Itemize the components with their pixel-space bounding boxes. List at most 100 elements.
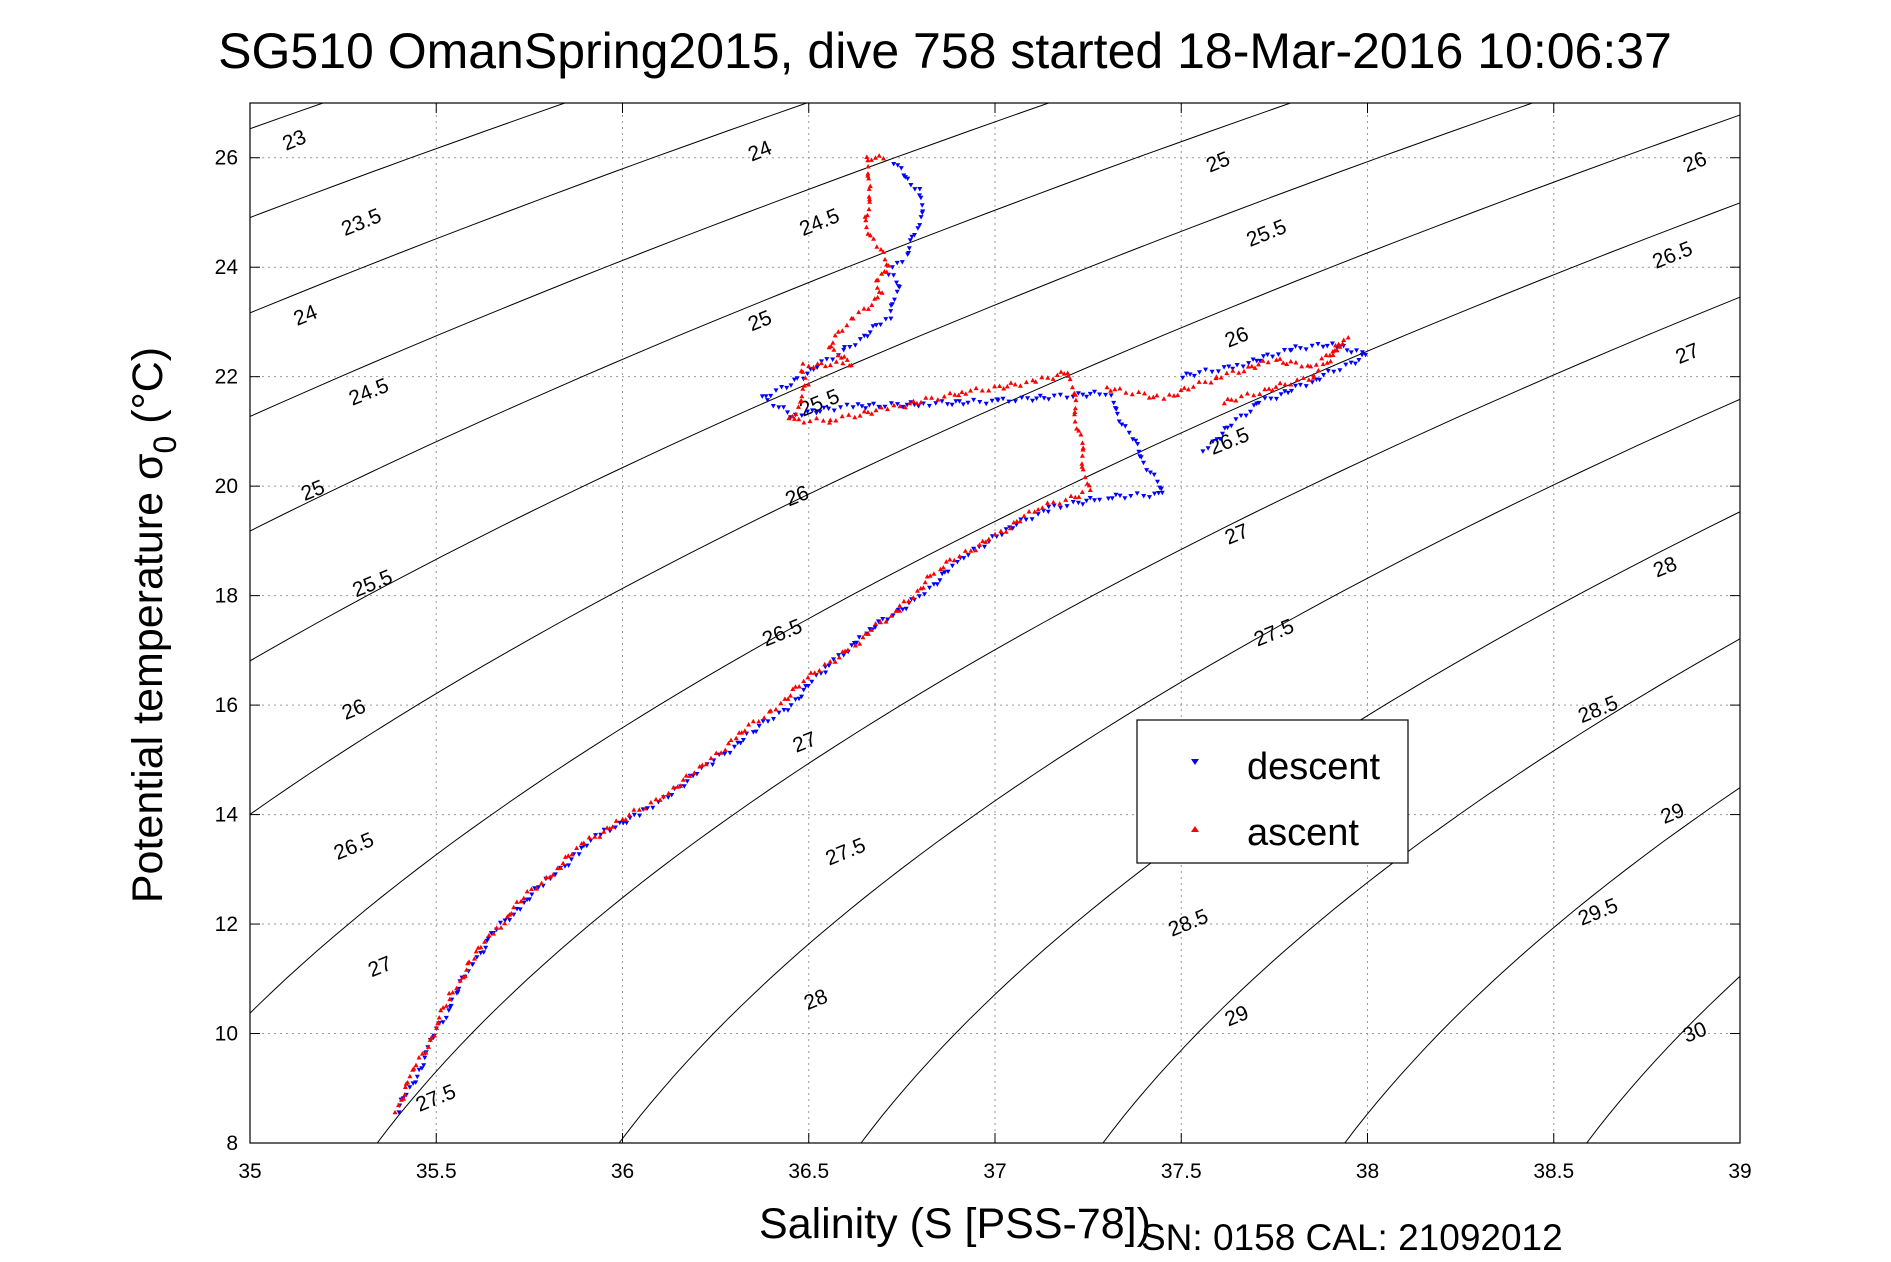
ascent-marker xyxy=(434,1025,440,1030)
descent-marker xyxy=(799,413,805,418)
ascent-marker xyxy=(1023,379,1029,385)
ascent-marker xyxy=(857,641,863,646)
descent-marker xyxy=(1058,505,1063,511)
descent-marker xyxy=(1197,370,1202,375)
ascent-marker xyxy=(508,911,514,916)
ascent-marker xyxy=(626,812,632,817)
descent-marker xyxy=(1084,498,1089,504)
ascent-marker xyxy=(832,332,838,338)
descent-marker xyxy=(756,724,762,729)
ascent-marker xyxy=(788,693,793,698)
descent-marker xyxy=(885,617,891,622)
ascent-marker xyxy=(1050,499,1056,505)
ascent-marker xyxy=(1333,342,1338,348)
ascent-marker xyxy=(1306,377,1312,382)
descent-marker xyxy=(836,653,842,658)
descent-marker xyxy=(1051,503,1057,508)
descent-marker xyxy=(949,402,955,408)
descent-marker xyxy=(1144,468,1150,473)
descent-marker xyxy=(627,815,633,821)
descent-marker xyxy=(831,657,836,662)
descent-marker xyxy=(593,833,598,838)
x-tick-label: 37.5 xyxy=(1161,1160,1202,1183)
ascent-marker xyxy=(1080,440,1085,445)
descent-marker xyxy=(765,719,771,724)
ascent-marker xyxy=(653,796,659,802)
descent-marker xyxy=(919,203,925,208)
descent-marker xyxy=(1034,396,1040,401)
ascent-marker xyxy=(423,1050,429,1055)
descent-marker xyxy=(1023,517,1029,523)
descent-marker xyxy=(483,945,489,951)
descent-marker xyxy=(1356,358,1362,363)
ascent-marker xyxy=(839,328,845,333)
ascent-marker xyxy=(432,1033,438,1038)
ascent-marker xyxy=(539,880,545,886)
ascent-marker xyxy=(863,217,869,223)
ascent-marker xyxy=(865,164,871,169)
descent-marker xyxy=(961,556,967,561)
ascent-marker xyxy=(811,364,816,370)
chart-title: SG510 OmanSpring2015, dive 758 started 1… xyxy=(218,23,1672,79)
ascent-marker xyxy=(680,777,686,782)
data-series xyxy=(392,153,1369,1115)
ascent-marker xyxy=(1313,362,1319,367)
descent-marker xyxy=(1037,393,1043,399)
ascent-marker xyxy=(980,538,986,544)
ascent-marker xyxy=(466,959,472,964)
ascent-marker xyxy=(742,728,748,733)
descent-marker xyxy=(999,532,1005,538)
ascent-marker xyxy=(1045,500,1050,505)
ascent-marker xyxy=(660,793,666,799)
legend-descent-label: descent xyxy=(1247,746,1381,788)
descent-marker xyxy=(419,1066,425,1071)
ascent-marker xyxy=(569,851,575,857)
ascent-marker xyxy=(574,845,580,850)
descent-marker xyxy=(1191,373,1197,379)
descent-marker xyxy=(852,343,858,348)
ascent-marker xyxy=(1117,386,1123,391)
descent-marker xyxy=(1087,496,1093,501)
descent-marker xyxy=(1130,437,1136,442)
descent-marker xyxy=(578,845,584,851)
descent-marker xyxy=(805,684,811,689)
descent-marker xyxy=(907,238,913,243)
ascent-marker xyxy=(801,420,807,425)
descent-marker xyxy=(1159,490,1165,496)
descent-marker xyxy=(1293,344,1298,349)
ascent-marker xyxy=(486,932,492,938)
descent-marker xyxy=(1285,390,1291,396)
ascent-marker xyxy=(1270,387,1275,393)
ascent-marker xyxy=(830,340,836,345)
descent-marker xyxy=(1045,509,1051,515)
x-tick-label: 37 xyxy=(983,1160,1006,1183)
ascent-marker xyxy=(1004,383,1010,389)
ascent-marker xyxy=(951,557,957,563)
ascent-marker xyxy=(789,413,795,419)
descent-marker xyxy=(863,406,869,411)
descent-marker xyxy=(841,347,847,353)
descent-marker xyxy=(785,708,791,713)
descent-marker xyxy=(552,872,558,877)
ascent-marker xyxy=(1311,372,1317,378)
descent-marker xyxy=(934,582,940,587)
descent-marker xyxy=(872,625,878,630)
descent-marker xyxy=(1010,526,1016,531)
ascent-marker xyxy=(1175,392,1181,398)
ascent-marker xyxy=(907,400,913,406)
y-tick-label: 26 xyxy=(215,147,238,170)
descent-marker xyxy=(1114,411,1120,417)
ascent-marker xyxy=(798,368,804,373)
x-tick-label: 35 xyxy=(238,1160,261,1183)
ascent-marker xyxy=(867,183,873,189)
ascent-marker xyxy=(1323,352,1329,358)
y-tick-label: 16 xyxy=(215,694,238,717)
descent-marker xyxy=(1092,389,1097,395)
descent-marker xyxy=(1289,388,1294,394)
ascent-marker xyxy=(718,750,724,755)
density-contour-line xyxy=(376,296,1740,1143)
ascent-marker xyxy=(943,559,949,564)
descent-marker xyxy=(1187,372,1193,377)
ascent-marker xyxy=(864,154,870,159)
descent-marker xyxy=(1080,392,1086,398)
